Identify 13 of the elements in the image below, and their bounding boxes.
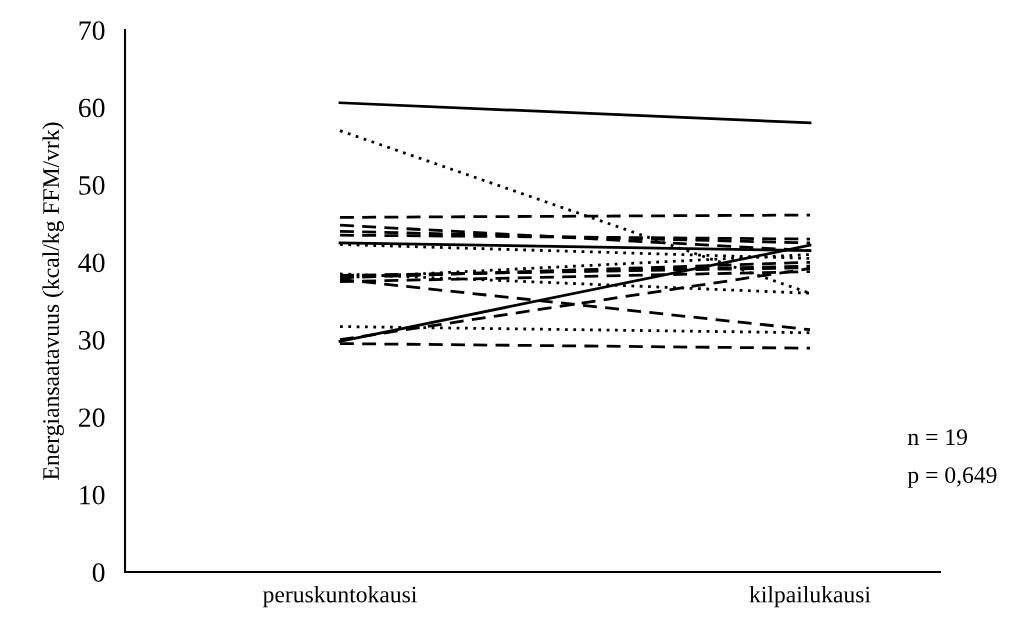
y-tick-label: 0 [92,563,105,582]
y-tick-label: 40 [78,253,105,273]
x-tick-label: peruskuntokausi [263,585,417,608]
annotation: p = 0,649 [907,467,997,488]
x-tick-label: kilpailukausi [749,585,871,608]
y-axis-title: Energiansaatavuus (kcal/kg FFM/vrk) [42,122,64,480]
y-tick-label: 50 [79,176,105,195]
annotation: n = 19 [907,429,967,446]
y-tick-label: 20 [79,408,105,428]
y-tick-label: 30 [79,330,105,350]
y-tick-label: 10 [80,485,105,505]
y-tick-label: 60 [78,98,105,118]
y-tick-label: 70 [79,21,105,40]
